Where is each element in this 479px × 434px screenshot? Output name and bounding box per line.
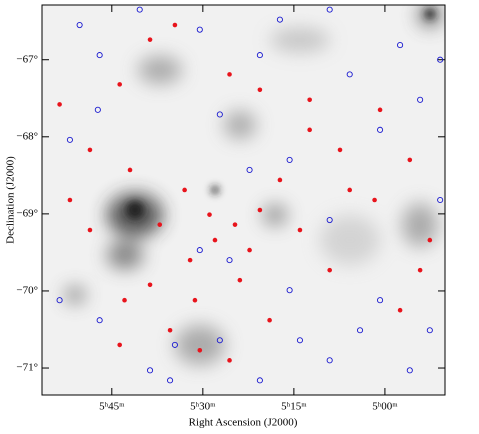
- x-axis-label: Right Ascension (J2000): [189, 417, 298, 429]
- y-tick-label: −70°: [16, 284, 38, 296]
- filled-marker: [207, 212, 212, 217]
- filled-marker: [197, 347, 203, 353]
- open-marker: [437, 56, 444, 63]
- filled-marker: [117, 342, 122, 348]
- filled-marker: [117, 82, 122, 87]
- filled-marker: [182, 187, 187, 193]
- open-marker: [276, 16, 283, 23]
- open-marker: [426, 327, 433, 334]
- filled-marker: [347, 187, 353, 193]
- filled-marker: [257, 207, 263, 213]
- filled-marker: [377, 107, 383, 113]
- open-marker: [96, 317, 103, 324]
- filled-marker: [192, 297, 198, 303]
- open-marker: [397, 42, 404, 49]
- filled-marker: [307, 97, 312, 103]
- open-marker: [356, 327, 364, 334]
- open-marker: [256, 52, 263, 59]
- filled-marker: [257, 87, 263, 93]
- filled-marker: [372, 197, 377, 203]
- open-marker: [326, 6, 333, 13]
- open-marker: [326, 357, 333, 364]
- open-marker: [256, 377, 263, 384]
- filled-marker: [232, 222, 238, 227]
- plot-frame: [41, 4, 446, 396]
- open-marker: [286, 287, 293, 294]
- open-marker: [226, 257, 233, 264]
- open-marker: [66, 136, 73, 143]
- filled-marker: [167, 327, 173, 333]
- open-marker: [76, 21, 83, 29]
- open-marker: [196, 26, 203, 33]
- filled-marker: [87, 227, 93, 233]
- filled-marker: [307, 127, 312, 133]
- x-tick-label: 5ʰ45ᵐ: [99, 401, 125, 413]
- filled-marker: [147, 37, 153, 42]
- sky-image: [42, 5, 445, 395]
- y-tick-label: −71°: [16, 362, 38, 374]
- filled-marker: [157, 222, 163, 227]
- filled-marker: [212, 237, 218, 243]
- open-marker: [377, 297, 384, 304]
- open-marker: [296, 337, 303, 344]
- open-marker: [96, 52, 103, 59]
- filled-marker: [87, 147, 93, 153]
- x-tick-label: 5ʰ30ᵐ: [190, 401, 216, 413]
- filled-marker: [327, 267, 332, 273]
- open-marker: [216, 111, 223, 118]
- filled-marker: [122, 297, 127, 303]
- filled-marker: [187, 257, 193, 263]
- y-axis-label: Declination (J2000): [5, 156, 17, 244]
- open-marker: [196, 247, 203, 254]
- x-tick-label: 5ʰ15ᵐ: [281, 401, 307, 413]
- filled-marker: [267, 317, 272, 323]
- open-marker: [136, 6, 143, 13]
- filled-marker: [277, 177, 283, 183]
- y-tick-label: −67°: [16, 53, 38, 65]
- open-marker: [326, 216, 333, 224]
- open-marker: [377, 126, 384, 133]
- filled-marker: [67, 197, 73, 203]
- filled-marker: [172, 22, 178, 28]
- open-marker: [56, 297, 63, 304]
- open-marker: [406, 367, 413, 374]
- filled-marker: [337, 147, 343, 153]
- x-tick-label: 5ʰ00ᵐ: [372, 401, 398, 413]
- y-tick-label: −68°: [16, 130, 38, 142]
- open-marker: [346, 71, 353, 78]
- open-marker: [246, 166, 253, 173]
- filled-marker: [227, 358, 232, 363]
- open-marker: [417, 96, 424, 103]
- open-marker: [216, 337, 223, 344]
- filled-marker: [147, 282, 153, 288]
- filled-marker: [427, 237, 433, 243]
- open-marker: [171, 341, 178, 348]
- filled-marker: [407, 157, 413, 163]
- filled-marker: [57, 102, 62, 107]
- open-marker: [94, 106, 101, 113]
- open-marker: [286, 156, 293, 163]
- filled-marker: [237, 277, 243, 283]
- open-marker: [146, 367, 154, 374]
- filled-marker: [297, 227, 303, 233]
- filled-marker: [227, 72, 232, 77]
- filled-marker: [397, 307, 403, 313]
- y-tick-label: −69°: [16, 207, 38, 219]
- filled-marker: [127, 167, 133, 173]
- open-marker: [167, 377, 174, 384]
- open-marker: [437, 196, 444, 204]
- filled-marker: [417, 267, 423, 273]
- filled-marker: [247, 247, 252, 253]
